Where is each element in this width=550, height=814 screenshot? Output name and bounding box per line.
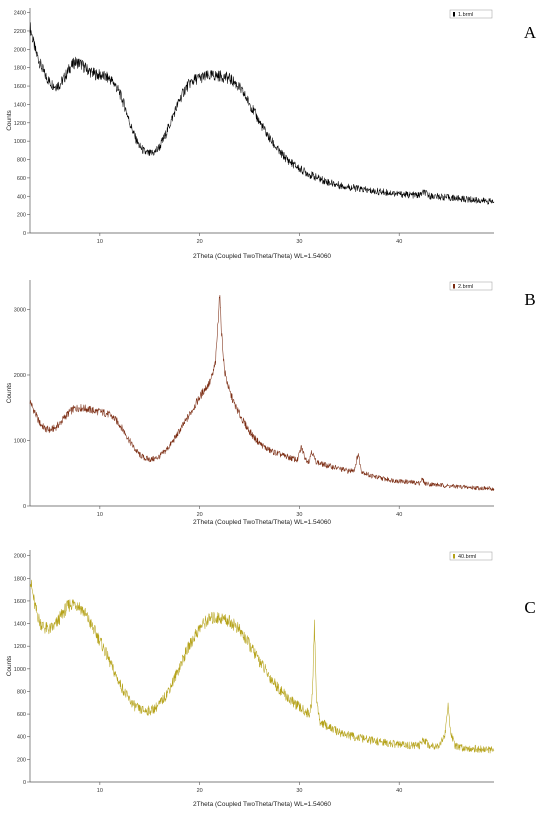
x-tick-label: 40: [396, 239, 402, 245]
xrd-panel-c: 0 200 400 600 800 1000 1200 1400 1600 1800 2000 10 2…: [6, 550, 536, 808]
x-tick-label: 10: [97, 239, 103, 245]
y-tick-label: 2400: [14, 11, 26, 17]
y-axis-title: Counts: [6, 382, 13, 403]
x-tick-label: 30: [296, 788, 302, 794]
legend-box: [449, 9, 493, 19]
y-tick-label: 600: [17, 176, 26, 182]
x-tick-label: 30: [296, 239, 302, 245]
legend-box: [449, 281, 493, 291]
y-tick-label: 2000: [14, 554, 26, 560]
x-tick-label: 30: [296, 512, 302, 518]
y-tick-label: 200: [17, 757, 26, 763]
y-tick-label: 1000: [14, 139, 26, 145]
x-tick-label: 10: [97, 512, 103, 518]
x-tick-label: 20: [197, 239, 203, 245]
legend-swatch: [453, 284, 455, 289]
x-tick-label: 20: [197, 512, 203, 518]
x-tick-label: 40: [396, 788, 402, 794]
y-tick-label: 1400: [14, 622, 26, 628]
x-tick-label: 10: [97, 788, 103, 794]
y-tick-label: 2200: [14, 29, 26, 35]
y-tick-label: 1200: [14, 644, 26, 650]
panel-label-a: A: [524, 23, 537, 42]
y-tick-label: 1600: [14, 599, 26, 605]
x-axis-title: 2Theta (Coupled TwoTheta/Theta) WL=1.540…: [193, 519, 331, 526]
y-tick-label: 1000: [14, 667, 26, 673]
x-tick-label: 40: [396, 512, 402, 518]
legend-label: 1.brml: [458, 12, 473, 18]
x-tick-label: 20: [197, 788, 203, 794]
y-tick-label: 1200: [14, 121, 26, 127]
y-axis-title: Counts: [6, 109, 13, 130]
legend-swatch: [453, 12, 455, 17]
series-line: [29, 294, 495, 491]
panel-label-c: C: [524, 598, 535, 617]
xrd-panel-a: 0 200 400 600 800 1000 1200 1400 1600 1800 2000 220…: [6, 8, 537, 260]
x-axis-title: 2Theta (Coupled TwoTheta/Theta) WL=1.540…: [193, 801, 331, 808]
y-tick-label: 0: [23, 504, 26, 510]
xrd-panel-b: 0 1000 2000 3000 10 20 30 40 Counts 2Theta (Coupl…: [6, 280, 536, 526]
panel-label-b: B: [524, 290, 535, 309]
y-tick-label: 1800: [14, 66, 26, 72]
y-axis-title: Counts: [6, 655, 13, 676]
y-tick-label: 0: [23, 231, 26, 237]
y-tick-label: 800: [17, 689, 26, 695]
legend-label: 2.brml: [458, 284, 473, 290]
y-tick-label: 2000: [14, 373, 26, 379]
series-line: [29, 22, 495, 205]
legend-swatch: [453, 554, 455, 559]
legend-label: 40.brml: [458, 554, 476, 560]
y-tick-label: 1000: [14, 438, 26, 444]
y-tick-label: 600: [17, 712, 26, 718]
y-tick-label: 1400: [14, 102, 26, 108]
legend-box: [449, 551, 493, 561]
y-tick-label: 1800: [14, 576, 26, 582]
y-tick-label: 3000: [14, 307, 26, 313]
y-tick-label: 2000: [14, 47, 26, 53]
x-axis-title: 2Theta (Coupled TwoTheta/Theta) WL=1.540…: [193, 253, 331, 260]
y-tick-label: 400: [17, 735, 26, 741]
y-tick-label: 400: [17, 194, 26, 200]
series-line: [29, 579, 495, 754]
y-tick-label: 800: [17, 158, 26, 164]
y-tick-label: 1600: [14, 84, 26, 90]
y-tick-label: 200: [17, 213, 26, 219]
y-tick-label: 0: [23, 780, 26, 786]
